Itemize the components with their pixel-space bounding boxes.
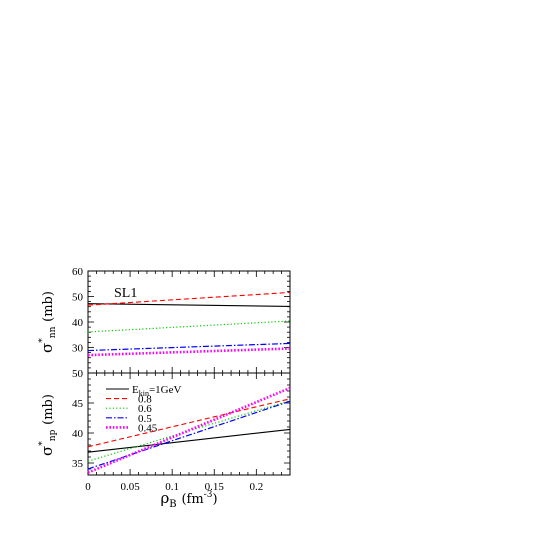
- legend-label: 0.5: [138, 413, 152, 425]
- series-line-0-5: [87, 400, 291, 470]
- y-tick-label: 60: [72, 266, 84, 278]
- top-panel-ticks: 30 40 50 60: [72, 266, 291, 374]
- y-tick-label: 30: [72, 343, 84, 355]
- bottom-ylabel-symbol: σ: [38, 446, 56, 456]
- top-ylabel-sup: *: [38, 338, 48, 343]
- top-panel: 30 40 50 60 SL1 σ*nn (mb): [38, 266, 291, 374]
- series-line-0-45: [87, 386, 291, 474]
- top-y-axis-label: σ*nn (mb): [38, 291, 58, 353]
- x-tick-label: 0.05: [120, 481, 140, 493]
- top-ylabel-symbol: σ: [38, 343, 56, 353]
- series-line-e-kin-1gev: [87, 428, 291, 453]
- bottom-y-axis-label: σ*np (mb): [38, 394, 58, 456]
- x-tick-label: 0.2: [249, 481, 263, 493]
- legend-label: 0.6: [138, 403, 152, 415]
- y-tick-label: 50: [72, 292, 84, 304]
- series-line-0-6: [87, 320, 291, 333]
- top-panel-series: [87, 291, 291, 357]
- legend-label: Ekin=1GeV: [132, 384, 181, 398]
- bottom-ylabel-sup: *: [38, 441, 48, 446]
- legend-label: 0.45: [138, 422, 158, 434]
- bottom-panel-frame: [87, 372, 291, 476]
- svg-text:σ*np (mb): σ*np (mb): [38, 394, 58, 456]
- x-tick-label: 0.15: [205, 481, 225, 493]
- series-line-0-45: [87, 347, 291, 357]
- xlabel-unit-suffix: ): [212, 492, 217, 507]
- x-tick-label: 0.1: [165, 481, 179, 493]
- y-tick-label: 35: [72, 458, 84, 470]
- bottom-panel-series: [87, 386, 291, 474]
- x-axis-label: ρB (fm-3): [160, 489, 217, 510]
- xlabel-sub: B: [169, 499, 176, 510]
- y-tick-label: 40: [72, 317, 84, 329]
- xlabel-symbol: ρ: [160, 489, 169, 507]
- bottom-panel-ticks: 35 40 45 50 0 0.05 0.1 0.15 0.2: [72, 368, 291, 493]
- series-line-e-kin-1gev: [87, 303, 291, 307]
- x-tick-label: 0: [85, 481, 91, 493]
- bottom-ylabel-unit: (mb): [41, 394, 56, 425]
- legend-label: 0.8: [138, 394, 152, 406]
- top-ylabel-unit: (mb): [41, 291, 56, 322]
- svg-text:σ*nn (mb): σ*nn (mb): [38, 291, 58, 353]
- y-tick-label: 40: [72, 428, 84, 440]
- series-line-0-8: [87, 291, 291, 306]
- top-ylabel-sub: nn: [48, 326, 58, 338]
- series-line-0-5: [87, 342, 291, 352]
- y-tick-label: 50: [72, 368, 84, 380]
- bottom-ylabel-sub: np: [48, 429, 58, 441]
- series-line-0-8: [87, 398, 291, 448]
- panel-annotation: SL1: [114, 286, 137, 301]
- xlabel-unit-sup: -3: [204, 490, 213, 500]
- y-tick-label: 45: [72, 398, 84, 410]
- xlabel-unit-prefix: (fm: [181, 492, 203, 507]
